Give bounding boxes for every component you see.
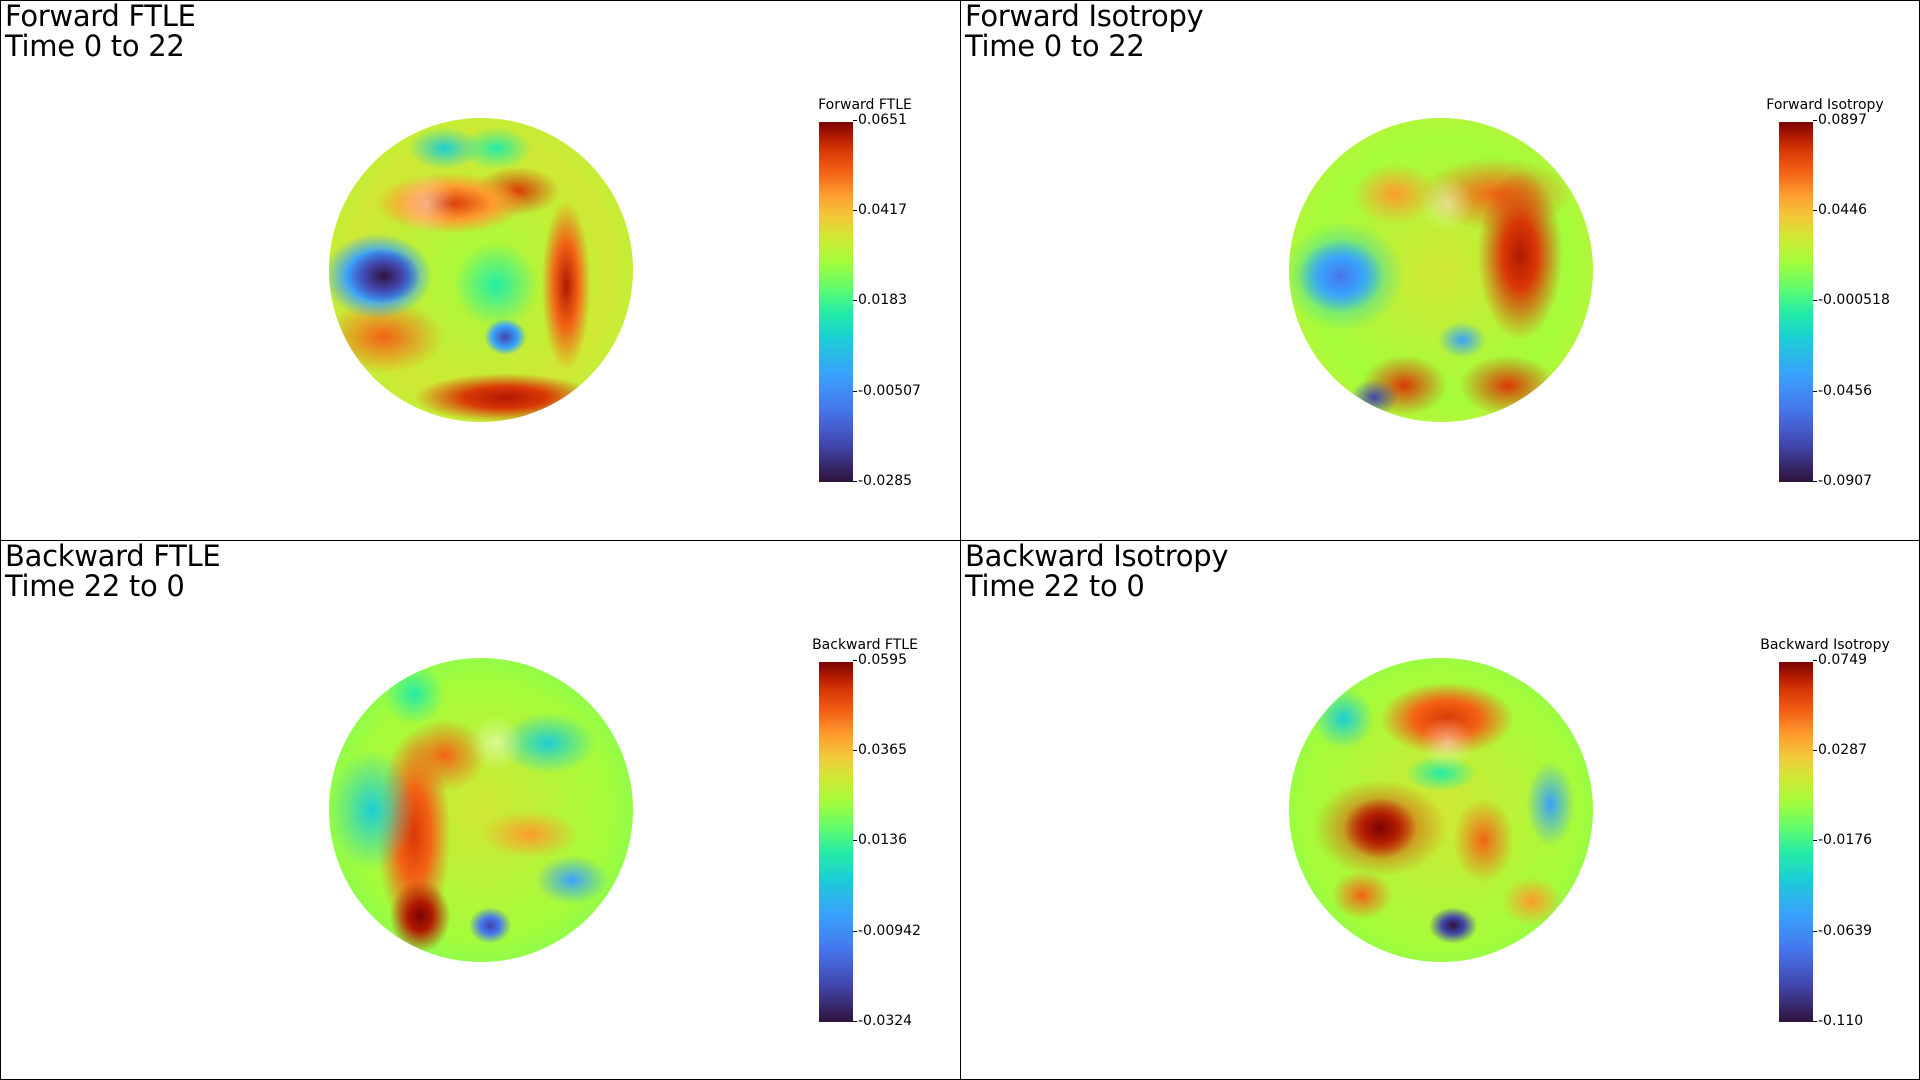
- colorbar: [1779, 122, 1813, 482]
- colorbar-tick-label: 0.0897: [1813, 112, 1867, 128]
- colorbar-tick-label: -0.000518: [1813, 292, 1890, 308]
- colorbar-tick-label: 0.0595: [853, 652, 907, 668]
- panel-title-line2: Time 22 to 0: [5, 569, 185, 603]
- sphere-render: [1289, 658, 1593, 962]
- colorbar-tick-label: -0.00507: [853, 383, 921, 399]
- panel-title-line2: Time 0 to 22: [5, 29, 185, 63]
- colorbar-tick-label: 0.0287: [1813, 742, 1867, 758]
- colorbar-tick-label: 0.0749: [1813, 652, 1867, 668]
- panel-title: Backward Isotropy Time 22 to 0: [965, 540, 1229, 603]
- panel-title-line1: Forward FTLE: [5, 0, 196, 33]
- panel-title: Backward FTLE Time 22 to 0: [5, 540, 221, 603]
- colorbar-tick-label: 0.0365: [853, 742, 907, 758]
- panel-title-line2: Time 0 to 22: [965, 29, 1145, 63]
- colorbar-tick-label: -0.0907: [1813, 473, 1872, 489]
- panel-forward-isotropy: Forward Isotropy Time 0 to 22 Forward Is…: [960, 0, 1920, 541]
- colorbar: [1779, 662, 1813, 1022]
- colorbar-tick-label: -0.0285: [853, 473, 912, 489]
- colorbar-tick-label: -0.110: [1813, 1013, 1863, 1029]
- colorbar: [819, 662, 853, 1022]
- panel-title: Forward FTLE Time 0 to 22: [5, 1, 196, 61]
- colorbar-tick-label: 0.0651: [853, 112, 907, 128]
- colorbar-title: Backward Isotropy: [1760, 637, 1890, 653]
- panel-title-line1: Forward Isotropy: [965, 0, 1204, 33]
- sphere-render: [1289, 118, 1593, 422]
- panel-forward-ftle: Forward FTLE Time 0 to 22 Forward FTLE 0…: [0, 0, 961, 541]
- colorbar-tick-label: -0.0324: [853, 1013, 912, 1029]
- sphere-render: [329, 118, 633, 422]
- colorbar-title: Backward FTLE: [812, 637, 918, 653]
- panel-title-line1: Backward Isotropy: [965, 540, 1229, 573]
- colorbar-tick-label: 0.0183: [853, 292, 907, 308]
- panel-title: Forward Isotropy Time 0 to 22: [965, 0, 1204, 63]
- panel-title-line2: Time 22 to 0: [965, 569, 1145, 603]
- colorbar-tick-label: 0.0136: [853, 832, 907, 848]
- colorbar-title: Forward FTLE: [818, 97, 912, 113]
- colorbar-tick-label: -0.00942: [853, 923, 921, 939]
- colorbar-tick-label: 0.0417: [853, 202, 907, 218]
- colorbar-title: Forward Isotropy: [1766, 97, 1884, 113]
- panel-backward-ftle: Backward FTLE Time 22 to 0 Backward FTLE…: [0, 540, 961, 1080]
- colorbar: [819, 122, 853, 482]
- panel-backward-isotropy: Backward Isotropy Time 22 to 0 Backward …: [960, 540, 1920, 1080]
- panel-title-line1: Backward FTLE: [5, 540, 221, 573]
- colorbar-tick-label: 0.0446: [1813, 202, 1867, 218]
- colorbar-tick-label: -0.0176: [1813, 832, 1872, 848]
- colorbar-tick-label: -0.0456: [1813, 383, 1872, 399]
- colorbar-tick-label: -0.0639: [1813, 923, 1872, 939]
- sphere-render: [329, 658, 633, 962]
